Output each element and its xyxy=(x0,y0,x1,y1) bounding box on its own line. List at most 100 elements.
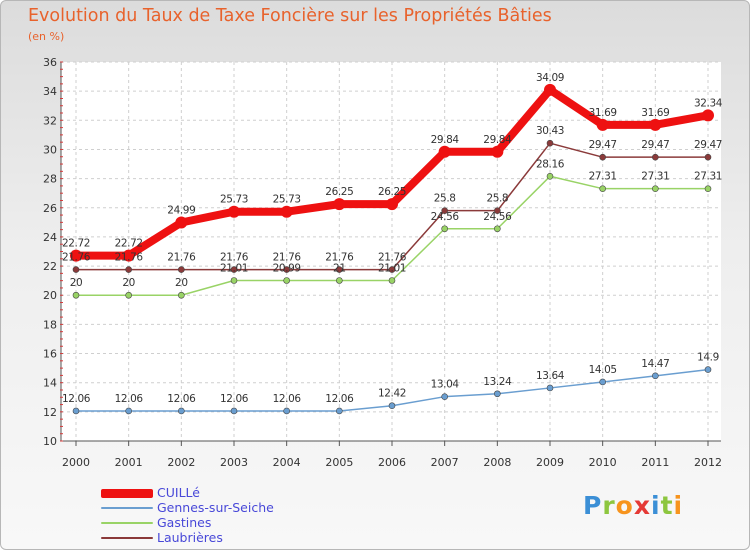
data-label: 13.64 xyxy=(536,370,565,382)
data-label: 21.76 xyxy=(115,252,144,264)
data-label: 29.47 xyxy=(641,139,669,151)
data-point xyxy=(704,366,712,373)
data-point xyxy=(280,205,293,218)
data-point xyxy=(702,109,714,122)
data-point xyxy=(125,266,132,273)
proxiti-logo: Proxiti xyxy=(583,491,683,520)
y-tick-label: 36 xyxy=(43,56,57,69)
data-label: 21.76 xyxy=(220,252,249,264)
data-label: 31.69 xyxy=(589,107,617,119)
data-point xyxy=(178,266,185,273)
data-point xyxy=(175,216,188,229)
data-label: 20 xyxy=(70,277,83,289)
data-point xyxy=(178,291,185,299)
data-label: 29.47 xyxy=(589,139,617,151)
data-label: 26.25 xyxy=(378,186,406,198)
legend-item: Laubrières xyxy=(101,530,331,546)
data-point xyxy=(494,390,501,398)
logo-letter: o xyxy=(615,491,634,520)
data-point xyxy=(386,198,398,211)
data-label: 12.06 xyxy=(167,393,196,405)
logo-letter: i xyxy=(651,491,661,520)
data-label: 21.76 xyxy=(167,252,196,264)
legend-item: Gastines xyxy=(101,515,331,531)
legend-swatch xyxy=(101,537,153,539)
x-tick-label: 2004 xyxy=(273,456,301,469)
data-point xyxy=(72,407,80,415)
data-label: 12.06 xyxy=(273,393,302,405)
data-point xyxy=(283,277,290,284)
data-point xyxy=(441,225,448,233)
y-tick-label: 20 xyxy=(43,289,57,302)
data-point xyxy=(283,407,290,415)
data-point xyxy=(438,145,451,158)
data-point xyxy=(544,83,556,96)
y-tick-label: 22 xyxy=(43,260,57,273)
legend-label: Laubrières xyxy=(157,530,223,545)
data-label: 29.84 xyxy=(431,134,460,146)
legend-item: CUILLé xyxy=(101,485,331,501)
data-point xyxy=(546,172,554,180)
x-tick-label: 2001 xyxy=(115,456,143,469)
data-point xyxy=(652,372,659,380)
data-point xyxy=(283,266,290,273)
data-label: 13.04 xyxy=(431,379,460,391)
logo-letter: i xyxy=(673,491,684,520)
x-tick-label: 2003 xyxy=(220,456,248,469)
data-label: 34.09 xyxy=(536,72,564,84)
x-tick-label: 2012 xyxy=(694,456,722,469)
logo-letter: t xyxy=(660,491,674,520)
data-point xyxy=(336,407,343,415)
data-label: 24.56 xyxy=(483,211,512,223)
y-tick-label: 12 xyxy=(43,406,57,419)
data-label: 13.24 xyxy=(483,376,512,388)
data-point xyxy=(228,205,240,218)
data-label: 25.8 xyxy=(434,193,456,205)
data-point xyxy=(494,225,501,233)
data-point xyxy=(704,185,712,192)
data-label: 22.72 xyxy=(62,238,90,250)
data-label: 12.06 xyxy=(325,393,354,405)
data-label: 12.06 xyxy=(220,393,249,405)
data-label: 29.47 xyxy=(694,139,722,151)
data-point xyxy=(491,145,504,158)
data-point xyxy=(599,378,606,386)
data-label: 25.73 xyxy=(273,194,301,206)
data-point xyxy=(649,118,662,131)
data-point xyxy=(388,266,396,273)
data-point xyxy=(704,153,712,161)
data-point xyxy=(546,139,554,147)
data-label: 31.69 xyxy=(641,107,669,119)
data-point xyxy=(230,277,238,284)
data-point xyxy=(596,118,609,131)
data-point xyxy=(72,291,80,299)
logo-letter: r xyxy=(602,491,616,520)
y-tick-label: 24 xyxy=(43,231,57,244)
x-tick-label: 2011 xyxy=(641,456,669,469)
x-tick-label: 2009 xyxy=(536,456,564,469)
data-label: 12.06 xyxy=(62,393,91,405)
data-point xyxy=(336,266,343,273)
legend-swatch xyxy=(101,488,153,498)
legend-swatch xyxy=(101,522,153,524)
data-label: 29.84 xyxy=(483,134,512,146)
data-point xyxy=(441,393,448,400)
data-label: 27.31 xyxy=(589,171,617,183)
data-point xyxy=(125,291,132,299)
data-label: 14.47 xyxy=(641,358,669,370)
data-label: 21.01 xyxy=(220,263,248,275)
y-tick-label: 18 xyxy=(43,318,57,331)
x-tick-label: 2007 xyxy=(431,456,459,469)
data-label: 27.31 xyxy=(694,171,722,183)
y-tick-label: 14 xyxy=(43,377,57,390)
data-label: 24.56 xyxy=(431,211,460,223)
data-point xyxy=(333,198,346,211)
data-label: 14.05 xyxy=(589,364,617,376)
data-label: 21.01 xyxy=(378,263,406,275)
x-tick-label: 2002 xyxy=(167,456,195,469)
data-point xyxy=(652,185,659,192)
legend-label: Gennes-sur-Seiche xyxy=(157,500,274,515)
data-label: 26.25 xyxy=(325,186,353,198)
data-point xyxy=(441,207,448,214)
